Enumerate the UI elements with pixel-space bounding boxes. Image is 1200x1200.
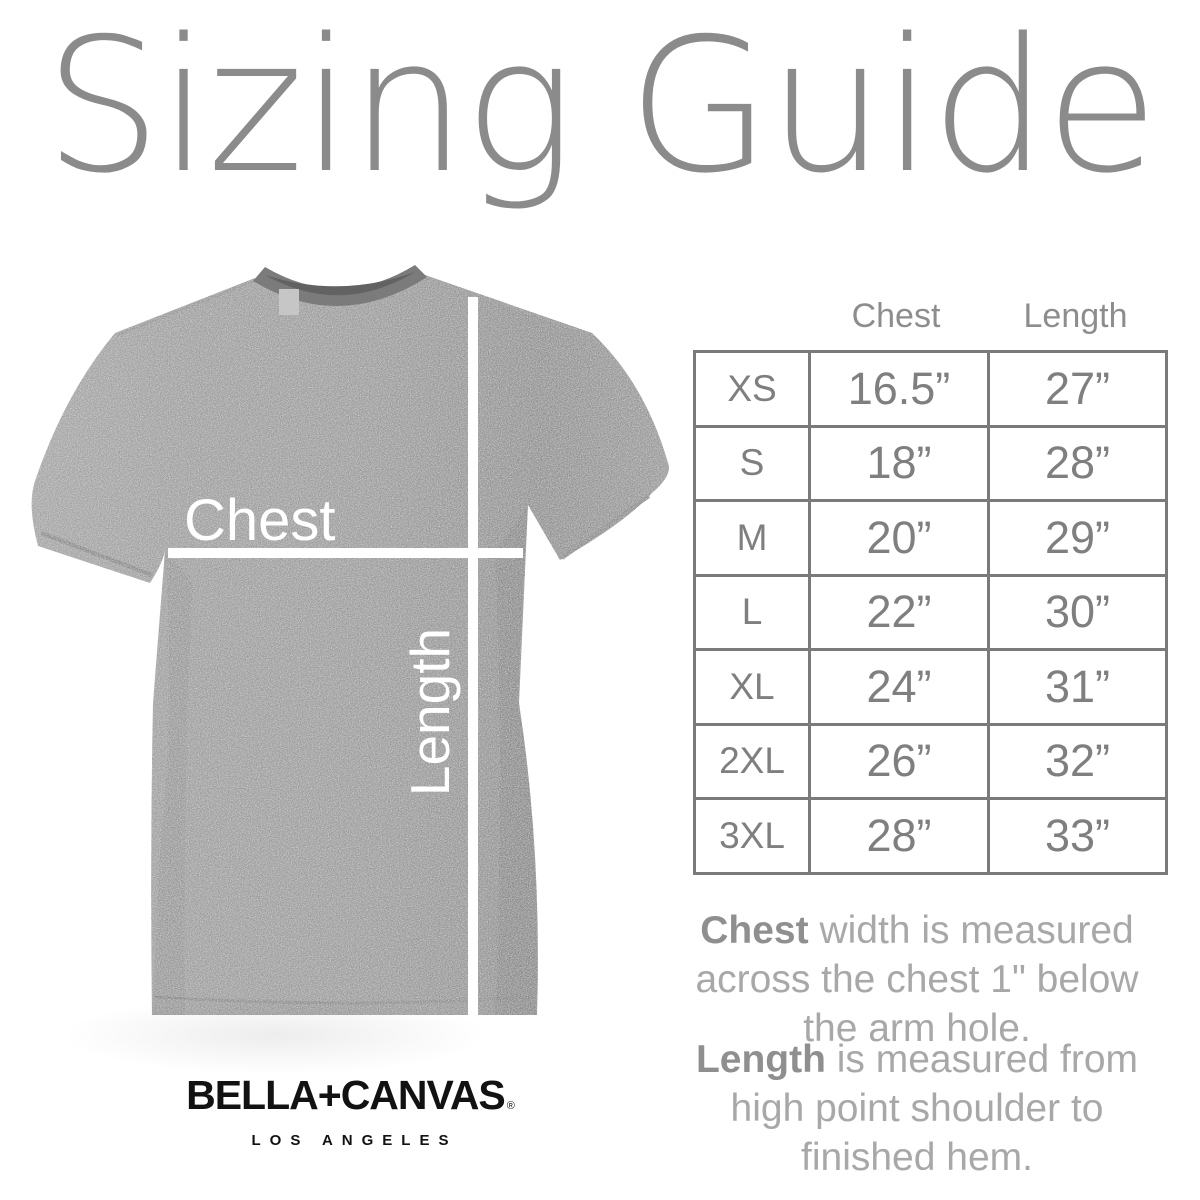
chest-cell: 28” <box>808 797 990 875</box>
size-cell: 3XL <box>693 797 811 875</box>
brand-city: LOS ANGELES <box>251 1132 458 1149</box>
size-table: XS 16.5” 27” S 18” 28” M 20” 29” L 22” 3… <box>693 350 1168 875</box>
length-note: Length is measured from high point shoul… <box>676 1035 1158 1182</box>
tshirt-photo <box>25 253 675 1063</box>
chest-cell: 20” <box>808 499 990 577</box>
length-cell: 33” <box>987 797 1168 875</box>
length-measure-line <box>468 297 478 1015</box>
chest-measure-line <box>168 548 523 558</box>
chest-note: Chest width is measured across the chest… <box>676 906 1158 1053</box>
chest-cell: 26” <box>808 722 990 800</box>
length-cell: 27” <box>987 350 1168 428</box>
shirt-shadow <box>60 995 490 1075</box>
size-cell: S <box>693 424 811 502</box>
chest-cell: 24” <box>808 648 990 726</box>
size-cell: M <box>693 499 811 577</box>
chest-cell: 16.5” <box>808 350 990 428</box>
length-measure-label: Length <box>399 627 461 797</box>
registered-mark: ® <box>506 1100 515 1112</box>
chest-cell: 22” <box>808 573 990 651</box>
tshirt-collar <box>253 265 427 315</box>
chest-measure-label: Chest <box>184 488 336 553</box>
tshirt-graphic <box>31 265 669 1015</box>
length-cell: 30” <box>987 573 1168 651</box>
length-cell: 29” <box>987 499 1168 577</box>
table-row: 3XL 28” 33” <box>693 797 1168 875</box>
collar-tag <box>279 289 299 315</box>
length-note-term: Length <box>695 1038 826 1081</box>
table-row: L 22” 30” <box>693 573 1168 651</box>
length-cell: 31” <box>987 648 1168 726</box>
table-header-length: Length <box>1023 297 1128 335</box>
brand-name: BELLA+CANVAS ® <box>186 1072 515 1118</box>
chest-note-term: Chest <box>700 909 809 952</box>
chest-note-text: width is measured across the chest 1" be… <box>695 909 1139 1050</box>
table-row: XS 16.5” 27” <box>693 350 1168 428</box>
page-title: Sizing Guide <box>44 0 1159 214</box>
tshirt-body-shape <box>31 275 669 1015</box>
brand-logo: BELLA+CANVAS ® LOS ANGELES <box>175 1074 525 1149</box>
size-cell: 2XL <box>693 722 811 800</box>
length-note-text: is measured from high point shoulder to … <box>730 1038 1139 1179</box>
table-header-chest: Chest <box>851 297 941 335</box>
chest-cell: 18” <box>808 424 990 502</box>
table-row: S 18” 28” <box>693 424 1168 502</box>
size-cell: XL <box>693 648 811 726</box>
size-cell: XS <box>693 350 811 428</box>
size-cell: L <box>693 573 811 651</box>
table-row: 2XL 26” 32” <box>693 722 1168 800</box>
table-row: M 20” 29” <box>693 499 1168 577</box>
table-row: XL 24” 31” <box>693 648 1168 726</box>
length-cell: 32” <box>987 722 1168 800</box>
length-cell: 28” <box>987 424 1168 502</box>
